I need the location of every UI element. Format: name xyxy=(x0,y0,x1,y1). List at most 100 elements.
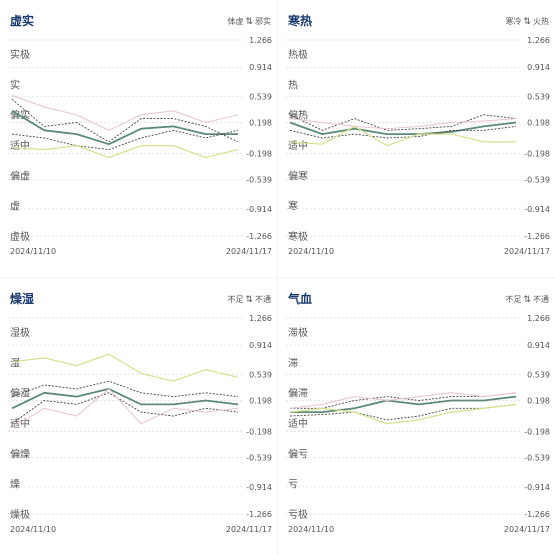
x-tick-label: 2024/11/10 xyxy=(288,525,334,534)
level-label: 热极 xyxy=(288,48,308,61)
level-label: 燥极 xyxy=(10,508,30,521)
y-tick-label: 0.914 xyxy=(527,63,550,72)
y-tick-label: -0.539 xyxy=(524,176,550,185)
panel-legend: 体虚 ⇅ 邪实 xyxy=(227,16,271,27)
horizontal-divider xyxy=(0,277,555,278)
y-tick-label: -1.266 xyxy=(524,510,550,519)
level-label: 偏虚 xyxy=(10,169,30,182)
y-tick-label: -0.914 xyxy=(524,205,550,214)
level-label: 适中 xyxy=(288,139,308,152)
chart-panel-zaoshi: 燥湿 不足 ⇅ 不通 1.266 0.914 0.539 0.198 -0.198 -0.… xyxy=(0,278,277,555)
up-down-arrows-icon: ⇅ xyxy=(245,294,253,305)
series-line xyxy=(289,125,517,139)
legend-left-label: 寒冷 xyxy=(505,17,522,26)
panel-title: 气血 xyxy=(288,292,313,306)
legend-right-label: 不通 xyxy=(533,295,549,304)
series-line xyxy=(289,392,517,409)
series-line xyxy=(289,118,517,130)
level-label: 滞 xyxy=(288,357,298,369)
y-tick-label: 0.198 xyxy=(527,397,550,406)
level-label: 虚 xyxy=(10,201,20,213)
series-line xyxy=(11,94,239,131)
line-chart: 1.266 0.914 0.539 0.198 -0.198 -0.539 -0.914 -1… xyxy=(286,314,550,534)
panel-title: 虚实 xyxy=(10,14,35,28)
level-label: 湿 xyxy=(10,357,20,369)
y-tick-label: -0.198 xyxy=(246,427,272,436)
y-tick-label: -0.539 xyxy=(246,176,272,185)
y-tick-label: -1.266 xyxy=(246,510,272,519)
y-tick-label: 0.539 xyxy=(249,370,272,379)
level-label: 亏极 xyxy=(288,508,308,521)
level-label: 亏 xyxy=(288,479,298,491)
line-chart: 1.266 0.914 0.539 0.198 -0.198 -0.539 -0.914 -1… xyxy=(286,36,550,256)
y-tick-label: -0.198 xyxy=(524,427,550,436)
y-tick-label: 1.266 xyxy=(527,36,550,45)
level-label: 偏湿 xyxy=(10,387,30,400)
series-line xyxy=(290,392,517,409)
x-tick-label: 2024/11/17 xyxy=(504,525,550,534)
panel-legend: 寒冷 ⇅ 火热 xyxy=(505,16,549,27)
legend-left-label: 不足 xyxy=(227,295,244,304)
y-tick-label: 0.914 xyxy=(527,341,550,350)
chart-panel-hanre: 寒热 寒冷 ⇅ 火热 1.266 0.914 0.539 0.198 -0.198 -0.… xyxy=(278,0,555,277)
up-down-arrows-icon: ⇅ xyxy=(523,294,531,305)
x-tick-label: 2024/11/10 xyxy=(288,247,334,256)
x-tick-label: 2024/11/17 xyxy=(226,525,272,534)
y-tick-label: 1.266 xyxy=(527,314,550,323)
level-label: 适中 xyxy=(288,417,308,430)
chart-panel-xushi: 虚实 体虚 ⇅ 邪实 1.266 0.914 0.539 0.198 -0.198 -0.… xyxy=(0,0,277,277)
panel-legend: 不足 ⇅ 不通 xyxy=(505,294,549,305)
legend-right-label: 邪实 xyxy=(255,17,271,26)
level-label: 实极 xyxy=(10,48,30,61)
level-label: 偏寒 xyxy=(288,169,308,182)
series-line xyxy=(289,403,517,421)
y-tick-label: -0.539 xyxy=(246,454,272,463)
series-line xyxy=(11,380,239,398)
level-label: 寒 xyxy=(288,200,298,213)
y-tick-label: -0.914 xyxy=(246,205,272,214)
series-line xyxy=(11,392,239,425)
y-tick-label: 0.198 xyxy=(249,397,272,406)
series-line xyxy=(11,388,239,429)
series-line xyxy=(289,114,517,131)
series-line xyxy=(289,403,517,425)
series-line xyxy=(289,121,517,136)
legend-left-label: 不足 xyxy=(505,295,522,304)
panel-title: 燥湿 xyxy=(10,292,35,306)
y-tick-label: -0.539 xyxy=(524,454,550,463)
y-tick-label: 0.914 xyxy=(249,341,272,350)
y-tick-label: 0.539 xyxy=(527,370,550,379)
line-chart: 1.266 0.914 0.539 0.198 -0.198 -0.539 -0.914 -1… xyxy=(8,314,272,534)
y-tick-label: -0.198 xyxy=(524,149,550,158)
level-label: 实 xyxy=(10,78,20,91)
x-tick-label: 2024/11/17 xyxy=(226,247,272,256)
legend-right-label: 不通 xyxy=(255,295,271,304)
chart-panel-qixue: 气血 不足 ⇅ 不通 1.266 0.914 0.539 0.198 -0.198 -0.… xyxy=(278,278,555,555)
line-chart: 1.266 0.914 0.539 0.198 -0.198 -0.539 -0.914 -1… xyxy=(8,36,272,256)
series-line xyxy=(11,353,239,382)
panel-legend: 不足 ⇅ 不通 xyxy=(227,294,271,305)
level-label: 燥 xyxy=(10,479,20,491)
level-label: 热 xyxy=(288,78,298,91)
y-tick-label: 1.266 xyxy=(249,36,272,45)
y-tick-label: 0.539 xyxy=(527,92,550,101)
level-label: 适中 xyxy=(10,139,30,152)
legend-left-label: 体虚 xyxy=(227,17,244,26)
y-tick-label: -0.914 xyxy=(524,483,550,492)
y-tick-label: 0.539 xyxy=(249,92,272,101)
y-tick-label: 1.266 xyxy=(249,314,272,323)
level-label: 偏热 xyxy=(288,109,308,122)
level-label: 虚极 xyxy=(10,230,30,243)
series-line xyxy=(11,129,239,151)
x-tick-label: 2024/11/10 xyxy=(10,525,56,534)
level-label: 湿极 xyxy=(10,326,30,339)
level-label: 偏燥 xyxy=(10,447,30,460)
x-tick-label: 2024/11/10 xyxy=(10,247,56,256)
y-tick-label: -1.266 xyxy=(524,232,550,241)
y-tick-label: -0.914 xyxy=(246,483,272,492)
panel-title: 寒热 xyxy=(288,14,313,28)
level-label: 滞极 xyxy=(288,326,308,339)
series-line xyxy=(289,125,516,147)
y-tick-label: 0.198 xyxy=(249,119,272,128)
series-line xyxy=(11,110,238,146)
